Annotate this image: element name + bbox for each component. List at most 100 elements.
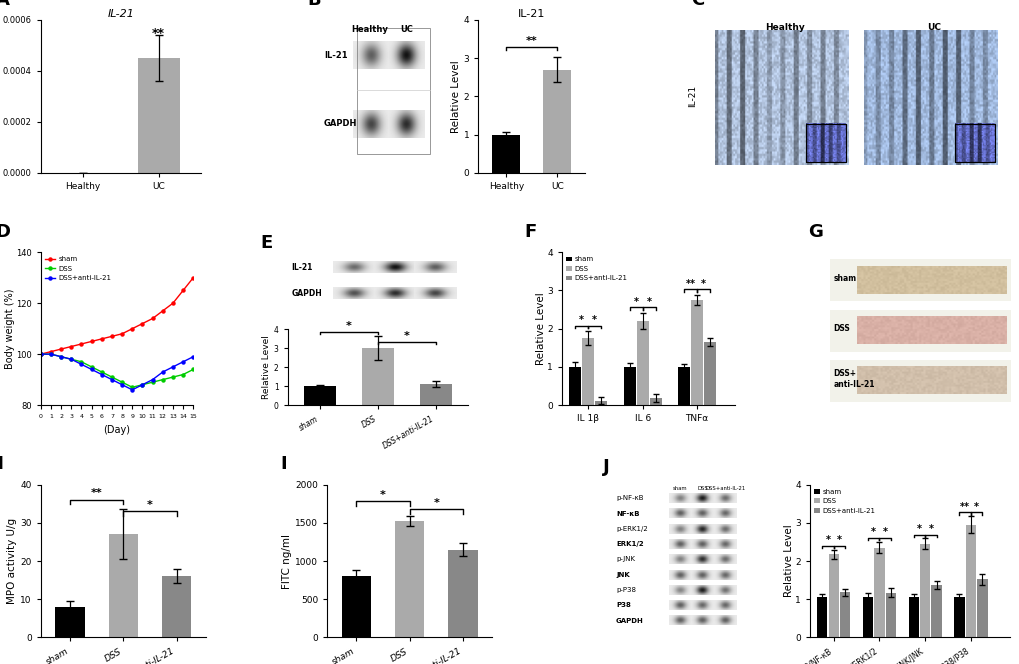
Bar	[691, 300, 702, 405]
DSS+anti-IL-21	[65, 355, 77, 363]
DSS	[45, 350, 57, 358]
DSS	[157, 376, 169, 384]
DSS	[137, 380, 149, 388]
Bar	[908, 598, 918, 637]
Text: UC: UC	[399, 25, 413, 33]
Text: J: J	[602, 458, 609, 476]
Text: p-ERK1/2: p-ERK1/2	[615, 526, 647, 532]
Text: p-NF-κB: p-NF-κB	[615, 495, 643, 501]
DSS	[75, 358, 88, 366]
Text: *: *	[646, 297, 651, 307]
Text: **: **	[959, 502, 969, 512]
Text: p-JNK: p-JNK	[615, 556, 635, 562]
sham	[75, 340, 88, 348]
Bar	[703, 342, 715, 405]
Bar	[394, 521, 424, 637]
Text: *: *	[824, 535, 829, 545]
sham	[35, 350, 47, 358]
Text: *: *	[837, 535, 841, 545]
Text: DSS: DSS	[833, 324, 849, 333]
DSS	[186, 365, 199, 373]
sham	[176, 286, 189, 294]
Y-axis label: Relative Level: Relative Level	[450, 60, 461, 133]
sham	[86, 337, 98, 345]
Text: sham: sham	[673, 486, 687, 491]
DSS	[116, 378, 128, 386]
Text: UC: UC	[926, 23, 940, 32]
Y-axis label: Relative Level: Relative Level	[783, 525, 793, 598]
DSS	[147, 378, 159, 386]
X-axis label: (Day): (Day)	[103, 425, 130, 435]
Text: IL-21: IL-21	[290, 263, 312, 272]
Text: *: *	[700, 279, 705, 289]
DSS+anti-IL-21	[75, 361, 88, 369]
Text: I: I	[280, 456, 287, 473]
sham	[137, 319, 149, 327]
Bar	[976, 580, 986, 637]
DSS	[86, 363, 98, 371]
Text: p-P38: p-P38	[615, 587, 636, 593]
Text: **: **	[152, 27, 165, 41]
DSS+anti-IL-21	[176, 358, 189, 366]
Text: *: *	[433, 498, 439, 508]
Text: *: *	[404, 331, 410, 341]
Y-axis label: MPO activity U/g: MPO activity U/g	[7, 518, 17, 604]
Bar	[448, 550, 477, 637]
Text: GAPDH: GAPDH	[615, 618, 643, 623]
sham	[96, 335, 108, 343]
Legend: sham, DSS, DSS+anti-IL-21: sham, DSS, DSS+anti-IL-21	[44, 256, 112, 282]
Bar	[649, 398, 661, 405]
DSS	[96, 368, 108, 376]
DSS+anti-IL-21	[86, 365, 98, 373]
Bar	[492, 135, 520, 173]
sham	[45, 348, 57, 356]
Bar	[840, 592, 850, 637]
Text: DSS+
anti-IL-21: DSS+ anti-IL-21	[833, 369, 874, 389]
Bar	[827, 554, 838, 637]
Text: E: E	[260, 234, 272, 252]
Y-axis label: Relative Level: Relative Level	[535, 292, 545, 365]
Text: GAPDH: GAPDH	[324, 120, 357, 128]
Legend: sham, DSS, DSS+anti-IL-21: sham, DSS, DSS+anti-IL-21	[565, 256, 628, 282]
Text: A: A	[0, 0, 10, 9]
Text: G: G	[807, 223, 822, 241]
Text: **: **	[91, 489, 103, 499]
Y-axis label: Relative Level: Relative Level	[262, 335, 271, 399]
Y-axis label: Body weight (%): Body weight (%)	[5, 288, 14, 369]
Text: *: *	[870, 527, 875, 537]
Bar	[919, 544, 929, 637]
DSS+anti-IL-21	[96, 371, 108, 378]
DSS+anti-IL-21	[55, 353, 67, 361]
sham	[147, 315, 159, 323]
Text: **: **	[685, 279, 695, 289]
Bar	[138, 58, 179, 173]
Bar	[965, 525, 975, 637]
Bar	[954, 124, 994, 162]
Bar	[884, 593, 895, 637]
Bar	[954, 598, 964, 637]
Bar	[341, 576, 371, 637]
Text: D: D	[0, 223, 10, 241]
Bar	[930, 585, 941, 637]
DSS+anti-IL-21	[106, 376, 118, 384]
DSS	[65, 355, 77, 363]
Bar	[420, 384, 451, 405]
Bar	[582, 338, 594, 405]
Title: IL-21: IL-21	[518, 9, 545, 19]
Text: P38: P38	[615, 602, 631, 608]
Text: H: H	[0, 456, 3, 473]
Bar	[357, 28, 429, 155]
Bar	[862, 598, 872, 637]
DSS	[35, 350, 47, 358]
Y-axis label: FITC ng/ml: FITC ng/ml	[282, 533, 292, 588]
DSS+anti-IL-21	[126, 386, 139, 394]
Text: B: B	[308, 0, 321, 9]
sham	[157, 307, 169, 315]
Bar	[543, 70, 571, 173]
DSS+anti-IL-21	[157, 368, 169, 376]
DSS	[176, 371, 189, 378]
Text: sham: sham	[833, 274, 856, 283]
Text: DSS: DSS	[697, 486, 707, 491]
Text: *: *	[592, 315, 597, 325]
Text: *: *	[973, 502, 978, 512]
